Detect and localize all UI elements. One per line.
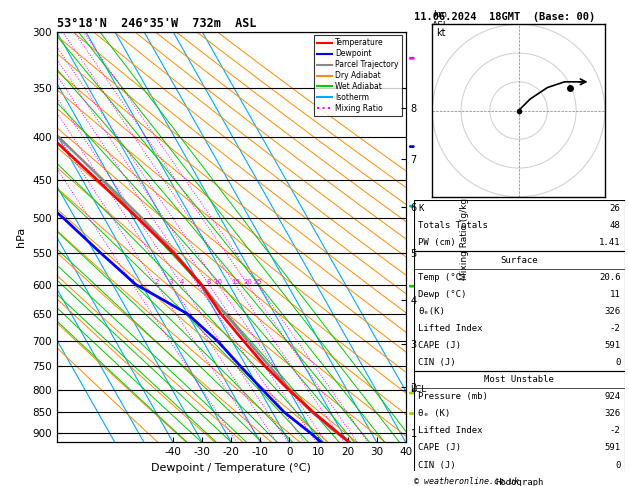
Text: 2: 2 bbox=[154, 278, 159, 285]
Text: 11.06.2024  18GMT  (Base: 00): 11.06.2024 18GMT (Base: 00) bbox=[414, 13, 595, 22]
Text: PW (cm): PW (cm) bbox=[418, 239, 456, 247]
Text: Most Unstable: Most Unstable bbox=[484, 375, 554, 384]
Text: CAPE (J): CAPE (J) bbox=[418, 341, 461, 350]
Text: 0: 0 bbox=[615, 461, 620, 469]
Text: © weatheronline.co.uk: © weatheronline.co.uk bbox=[414, 477, 519, 486]
Text: Lifted Index: Lifted Index bbox=[418, 324, 482, 333]
Text: 20.6: 20.6 bbox=[599, 273, 620, 281]
Text: 591: 591 bbox=[604, 341, 620, 350]
Text: -2: -2 bbox=[610, 324, 620, 333]
Text: 53°18'N  246°35'W  732m  ASL: 53°18'N 246°35'W 732m ASL bbox=[57, 17, 256, 31]
Text: CIN (J): CIN (J) bbox=[418, 358, 456, 367]
Text: 6: 6 bbox=[195, 278, 199, 285]
Text: Lifted Index: Lifted Index bbox=[418, 426, 482, 435]
Text: 11: 11 bbox=[610, 290, 620, 299]
Text: 26: 26 bbox=[610, 204, 620, 213]
Text: θₑ (K): θₑ (K) bbox=[418, 409, 450, 418]
Legend: Temperature, Dewpoint, Parcel Trajectory, Dry Adiabat, Wet Adiabat, Isotherm, Mi: Temperature, Dewpoint, Parcel Trajectory… bbox=[314, 35, 402, 116]
Y-axis label: hPa: hPa bbox=[16, 227, 26, 247]
Text: Dewp (°C): Dewp (°C) bbox=[418, 290, 467, 299]
Text: 1.41: 1.41 bbox=[599, 239, 620, 247]
Text: 25: 25 bbox=[253, 278, 262, 285]
Text: CIN (J): CIN (J) bbox=[418, 461, 456, 469]
Text: 15: 15 bbox=[231, 278, 240, 285]
Text: K: K bbox=[418, 204, 423, 213]
Text: θₑ(K): θₑ(K) bbox=[418, 307, 445, 316]
Text: 20: 20 bbox=[243, 278, 252, 285]
Text: Pressure (mb): Pressure (mb) bbox=[418, 392, 488, 401]
Text: Hodograph: Hodograph bbox=[495, 478, 543, 486]
Text: 8: 8 bbox=[207, 278, 211, 285]
Text: -2: -2 bbox=[610, 426, 620, 435]
Text: CAPE (J): CAPE (J) bbox=[418, 443, 461, 452]
Text: 3: 3 bbox=[169, 278, 174, 285]
Text: kt: kt bbox=[436, 28, 445, 38]
Text: 1: 1 bbox=[131, 278, 135, 285]
Text: km
ASL: km ASL bbox=[432, 10, 449, 30]
Text: Totals Totals: Totals Totals bbox=[418, 221, 488, 230]
Text: 4: 4 bbox=[180, 278, 184, 285]
Text: Temp (°C): Temp (°C) bbox=[418, 273, 467, 281]
Text: 924: 924 bbox=[604, 392, 620, 401]
Text: Surface: Surface bbox=[501, 256, 538, 264]
Text: 10: 10 bbox=[214, 278, 223, 285]
Text: 591: 591 bbox=[604, 443, 620, 452]
X-axis label: Dewpoint / Temperature (°C): Dewpoint / Temperature (°C) bbox=[151, 463, 311, 473]
Text: 326: 326 bbox=[604, 409, 620, 418]
Text: 326: 326 bbox=[604, 307, 620, 316]
Text: LCL: LCL bbox=[410, 385, 426, 394]
Text: 48: 48 bbox=[610, 221, 620, 230]
Text: Mixing Ratio (g/kg): Mixing Ratio (g/kg) bbox=[460, 194, 469, 280]
Text: 0: 0 bbox=[615, 358, 620, 367]
